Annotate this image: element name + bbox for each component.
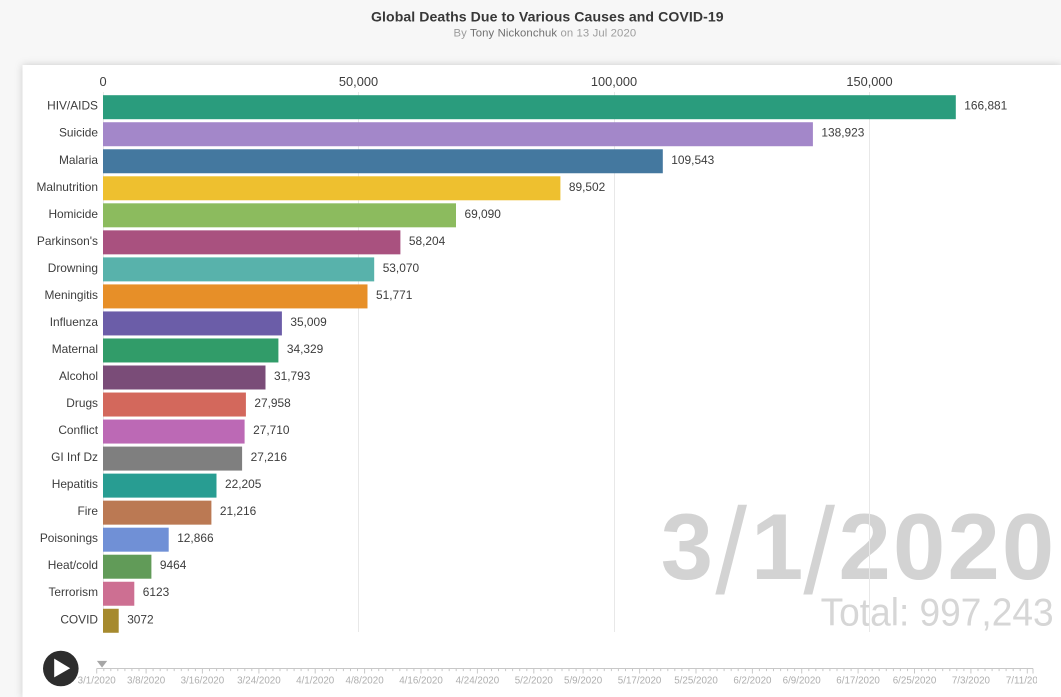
svg-text:Alcohol: Alcohol bbox=[59, 369, 98, 383]
svg-text:4/16/2020: 4/16/2020 bbox=[399, 676, 443, 687]
svg-text:5/9/2020: 5/9/2020 bbox=[564, 676, 603, 687]
svg-text:Hepatitis: Hepatitis bbox=[52, 477, 98, 491]
svg-text:89,502: 89,502 bbox=[569, 180, 606, 194]
svg-text:3: 3 bbox=[661, 494, 713, 599]
svg-text:0: 0 bbox=[99, 74, 106, 89]
svg-text:138,923: 138,923 bbox=[821, 126, 864, 140]
svg-text:Drugs: Drugs bbox=[66, 396, 98, 410]
svg-text:Heat/cold: Heat/cold bbox=[48, 558, 98, 572]
svg-text:35,009: 35,009 bbox=[290, 315, 327, 329]
svg-text:Homicide: Homicide bbox=[48, 207, 98, 221]
svg-text:4/1/2020: 4/1/2020 bbox=[296, 676, 335, 687]
svg-text:69,090: 69,090 bbox=[465, 207, 502, 221]
svg-text:4/24/2020: 4/24/2020 bbox=[456, 676, 500, 687]
svg-text:34,329: 34,329 bbox=[287, 342, 324, 356]
svg-text:5/17/2020: 5/17/2020 bbox=[618, 676, 662, 687]
svg-text:Maternal: Maternal bbox=[52, 342, 98, 356]
svg-text:1: 1 bbox=[751, 494, 803, 599]
svg-text:3/24/2020: 3/24/2020 bbox=[237, 676, 281, 687]
svg-text:5/2/2020: 5/2/2020 bbox=[515, 676, 554, 687]
svg-text:53,070: 53,070 bbox=[383, 261, 420, 275]
svg-text:Terrorism: Terrorism bbox=[48, 585, 98, 599]
svg-text:3/16/2020: 3/16/2020 bbox=[181, 676, 225, 687]
svg-text:Influenza: Influenza bbox=[50, 315, 99, 329]
svg-text:109,543: 109,543 bbox=[671, 153, 714, 167]
svg-text:Conflict: Conflict bbox=[58, 423, 98, 437]
svg-text:Malnutrition: Malnutrition bbox=[37, 180, 98, 194]
svg-text:Total: 997,243: Total: 997,243 bbox=[821, 592, 1054, 635]
svg-text:6/25/2020: 6/25/2020 bbox=[893, 676, 937, 687]
svg-text:6/17/2020: 6/17/2020 bbox=[836, 676, 880, 687]
svg-text:COVID: COVID bbox=[60, 612, 98, 626]
svg-text:27,216: 27,216 bbox=[251, 450, 288, 464]
svg-text:22,205: 22,205 bbox=[225, 477, 262, 491]
svg-text:3/1/2020: 3/1/2020 bbox=[78, 676, 117, 687]
svg-text:3072: 3072 bbox=[127, 612, 154, 626]
svg-text:7/3/2020: 7/3/2020 bbox=[952, 676, 991, 687]
svg-text:GI Inf Dz: GI Inf Dz bbox=[51, 450, 98, 464]
svg-text:Suicide: Suicide bbox=[59, 126, 98, 140]
svg-text:Malaria: Malaria bbox=[59, 153, 98, 167]
svg-text:Meningitis: Meningitis bbox=[44, 288, 98, 302]
svg-text:6/2/2020: 6/2/2020 bbox=[733, 676, 772, 687]
svg-text:6123: 6123 bbox=[143, 585, 170, 599]
svg-text:7/11/2020: 7/11/2020 bbox=[1006, 676, 1049, 687]
svg-text:50,000: 50,000 bbox=[339, 74, 378, 89]
svg-text:3/8/2020: 3/8/2020 bbox=[127, 676, 166, 687]
svg-text:100,000: 100,000 bbox=[591, 74, 637, 89]
svg-text:Global Deaths Due to Various C: Global Deaths Due to Various Causes and … bbox=[371, 8, 724, 24]
svg-text:6/9/2020: 6/9/2020 bbox=[783, 676, 822, 687]
svg-text:5/25/2020: 5/25/2020 bbox=[674, 676, 718, 687]
svg-text:31,793: 31,793 bbox=[274, 369, 311, 383]
svg-text:HIV/AIDS: HIV/AIDS bbox=[47, 99, 98, 113]
svg-text:Parkinson's: Parkinson's bbox=[37, 234, 98, 248]
svg-text:150,000: 150,000 bbox=[846, 74, 892, 89]
svg-text:Fire: Fire bbox=[78, 504, 99, 518]
svg-text:12,866: 12,866 bbox=[177, 531, 214, 545]
svg-text:27,958: 27,958 bbox=[254, 396, 291, 410]
svg-text:Poisonings: Poisonings bbox=[40, 531, 98, 545]
svg-text:21,216: 21,216 bbox=[220, 504, 257, 518]
svg-text:58,204: 58,204 bbox=[409, 234, 446, 248]
svg-text:166,881: 166,881 bbox=[964, 99, 1007, 113]
svg-text:By Tony Nickonchuk on 13 Jul 2: By Tony Nickonchuk on 13 Jul 2020 bbox=[454, 27, 637, 39]
svg-text:51,771: 51,771 bbox=[376, 288, 413, 302]
svg-text:9464: 9464 bbox=[160, 558, 187, 572]
svg-text:Drowning: Drowning bbox=[48, 261, 98, 275]
svg-text:2020: 2020 bbox=[839, 494, 1057, 599]
svg-text:27,710: 27,710 bbox=[253, 423, 290, 437]
svg-text:4/8/2020: 4/8/2020 bbox=[346, 676, 385, 687]
